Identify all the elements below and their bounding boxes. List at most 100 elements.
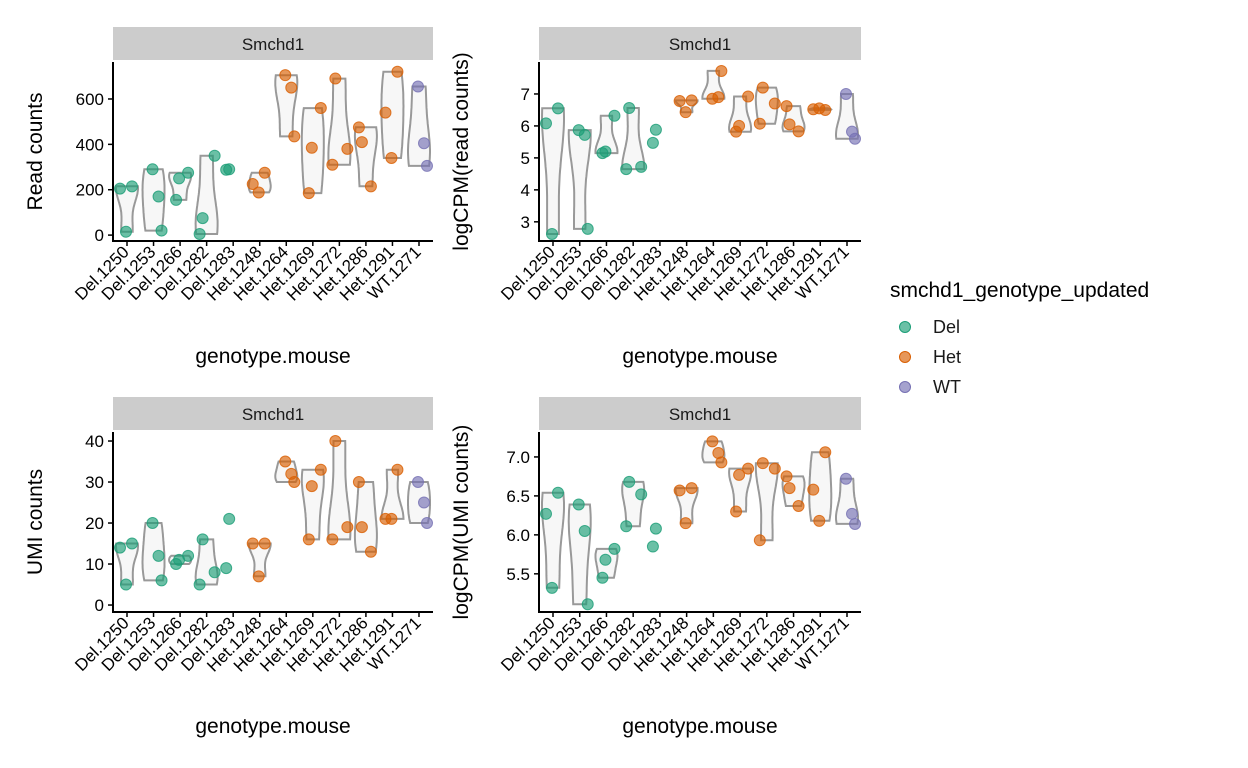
data-point xyxy=(706,435,719,448)
facet-strip-label: Smchd1 xyxy=(242,35,304,54)
legend-item-wt: WT xyxy=(899,377,961,397)
data-point xyxy=(596,571,609,584)
data-point xyxy=(635,160,648,173)
data-point xyxy=(385,151,398,164)
data-point xyxy=(813,514,826,527)
y-tick-label: 6.0 xyxy=(506,526,530,545)
data-point xyxy=(155,224,168,237)
data-point xyxy=(783,482,796,495)
data-point xyxy=(620,163,633,176)
data-point xyxy=(649,123,662,136)
data-point xyxy=(768,462,781,475)
data-point xyxy=(608,542,621,555)
data-point xyxy=(421,159,433,172)
data-point xyxy=(379,106,392,119)
data-point xyxy=(608,109,621,122)
y-tick-label: 3 xyxy=(521,213,530,232)
data-point xyxy=(208,566,221,579)
data-point xyxy=(193,578,206,591)
violin xyxy=(407,85,431,167)
panel-2: Smchd134567Del.1250Del.1253Del.1266Del.1… xyxy=(450,27,861,368)
data-point xyxy=(753,117,766,130)
data-point xyxy=(341,521,354,534)
data-point xyxy=(364,180,377,193)
data-point xyxy=(126,180,138,193)
data-point xyxy=(546,227,558,240)
y-tick-label: 0 xyxy=(95,226,104,245)
data-point xyxy=(120,225,132,238)
data-point xyxy=(146,517,159,530)
data-point xyxy=(170,193,183,206)
data-point xyxy=(352,476,365,489)
data-point xyxy=(730,505,743,518)
data-point xyxy=(155,574,168,587)
violin xyxy=(380,70,405,159)
panel-3: Smchd1010203040Del.1250Del.1253Del.1266D… xyxy=(24,397,433,738)
data-point xyxy=(279,69,292,82)
data-point xyxy=(673,94,686,107)
y-tick-label: 4 xyxy=(521,181,530,200)
violin xyxy=(541,107,565,235)
data-point xyxy=(302,533,315,546)
data-point xyxy=(288,130,301,143)
data-point xyxy=(146,163,159,176)
x-axis-title: genotype.mouse xyxy=(622,715,777,738)
y-tick-label: 10 xyxy=(85,555,104,574)
violin xyxy=(728,467,753,513)
data-point xyxy=(341,142,354,155)
data-point xyxy=(646,136,659,149)
data-point xyxy=(223,512,236,525)
data-point xyxy=(352,121,365,134)
data-point xyxy=(679,106,692,119)
data-point xyxy=(540,507,552,520)
panel-4: Smchd15.56.06.57.0Del.1250Del.1253Del.12… xyxy=(450,397,861,738)
y-tick-label: 20 xyxy=(85,514,104,533)
violin xyxy=(300,468,325,541)
data-point xyxy=(792,125,805,138)
data-point xyxy=(152,549,165,562)
data-point xyxy=(412,476,424,489)
data-point xyxy=(258,537,271,550)
data-point xyxy=(581,598,594,611)
legend-key-wt xyxy=(899,381,911,393)
data-point xyxy=(288,476,301,489)
y-tick-label: 600 xyxy=(76,90,104,109)
data-point xyxy=(679,517,692,530)
data-point xyxy=(220,562,233,575)
data-point xyxy=(193,227,206,240)
facet-strip-label: Smchd1 xyxy=(242,405,304,424)
data-point xyxy=(753,534,766,547)
data-point xyxy=(114,182,126,195)
data-point xyxy=(756,81,769,94)
y-axis-title: Read counts xyxy=(24,93,47,211)
legend-key-del xyxy=(899,321,911,333)
y-tick-label: 7 xyxy=(521,85,530,104)
y-tick-label: 30 xyxy=(85,473,104,492)
data-point xyxy=(685,482,698,495)
data-point xyxy=(780,100,793,113)
data-point xyxy=(182,549,195,562)
data-point xyxy=(620,520,633,533)
facet-strip xyxy=(113,27,433,60)
data-point xyxy=(742,462,755,475)
data-point xyxy=(635,488,648,501)
data-point xyxy=(807,483,820,496)
data-point xyxy=(120,578,132,591)
facet-strip-label: Smchd1 xyxy=(669,35,731,54)
data-point xyxy=(326,533,339,546)
violin xyxy=(353,126,378,188)
y-tick-label: 6 xyxy=(521,117,530,136)
legend-title: smchd1_genotype_updated xyxy=(890,279,1149,302)
data-point xyxy=(756,457,769,470)
y-tick-label: 7.0 xyxy=(506,448,530,467)
violin xyxy=(141,522,166,582)
y-tick-label: 5 xyxy=(521,149,530,168)
data-point xyxy=(715,456,728,469)
data-point xyxy=(173,172,186,185)
panel-1: Smchd10200400600Del.1250Del.1253Del.1266… xyxy=(24,27,433,368)
data-point xyxy=(849,132,861,145)
data-point xyxy=(581,222,594,235)
y-axis-title: logCPM(read counts) xyxy=(450,52,473,250)
violin xyxy=(754,462,779,542)
